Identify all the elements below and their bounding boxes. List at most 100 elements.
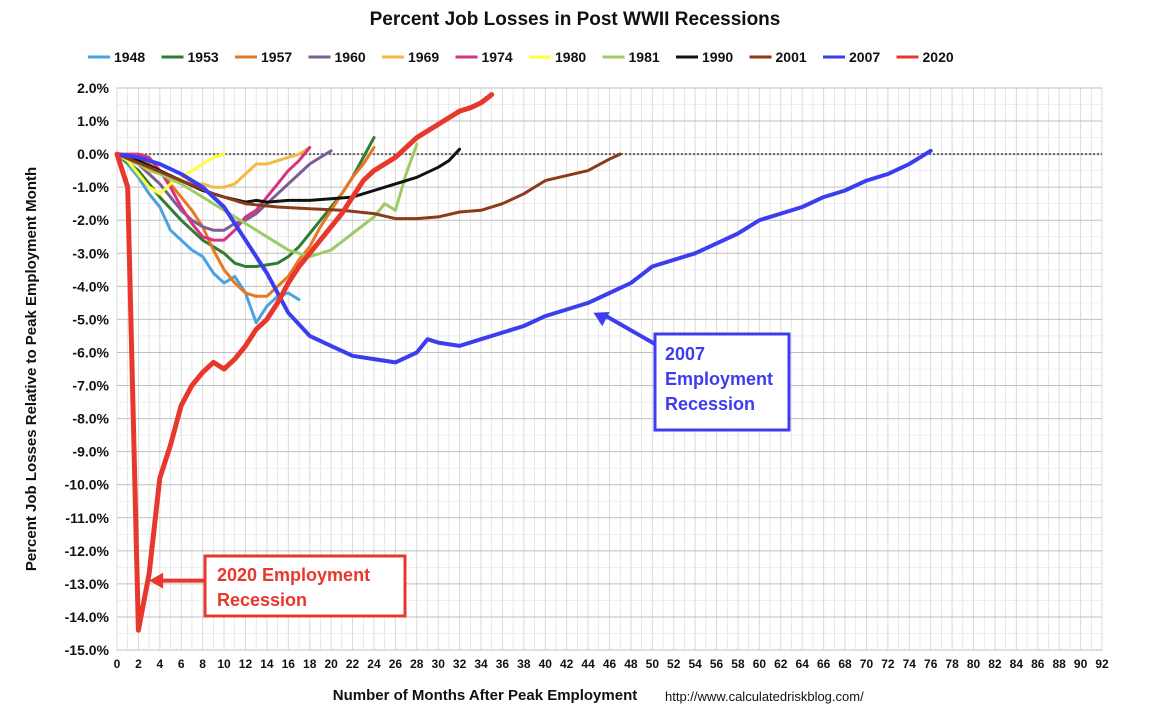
x-tick-label: 24: [367, 657, 381, 671]
x-tick-label: 92: [1095, 657, 1109, 671]
x-tick-label: 18: [303, 657, 317, 671]
legend-label-1953: 1953: [188, 49, 219, 65]
y-tick-label: 2.0%: [77, 80, 109, 96]
series-line-1960: [115, 149, 333, 232]
x-tick-label: 44: [581, 657, 595, 671]
x-tick-label: 46: [603, 657, 617, 671]
annotations: 2020 Employment Recession 2007 Employment Re…: [149, 311, 791, 618]
x-tick-label: 12: [239, 657, 253, 671]
legend-label-2001: 2001: [776, 49, 807, 65]
series-line-2007: [115, 148, 933, 365]
grid: [116, 87, 1103, 651]
series-line-1981: [115, 142, 419, 259]
series-line-1974: [115, 146, 312, 242]
x-tick-label: 86: [1031, 657, 1045, 671]
x-tick-label: 80: [967, 657, 981, 671]
series-lines: [114, 92, 933, 633]
y-tick-label: -4.0%: [72, 278, 109, 294]
x-tick-label: 48: [624, 657, 638, 671]
x-tick-label: 6: [178, 657, 185, 671]
y-tick-label: -5.0%: [72, 311, 109, 327]
legend-label-1981: 1981: [629, 49, 660, 65]
series-line-2020: [114, 92, 495, 633]
annotation-text-2020: 2020 Employment: [217, 565, 370, 585]
x-tick-label: 82: [988, 657, 1002, 671]
x-tick-label: 22: [346, 657, 360, 671]
x-tick-label: 88: [1052, 657, 1066, 671]
x-tick-label: 14: [260, 657, 274, 671]
y-tick-label: -13.0%: [65, 576, 110, 592]
x-tick-label: 76: [924, 657, 938, 671]
x-ticks: 0 2 4 6 8 10 12 14 16 18 20 22 24 26 28 30 32 34 36 38 40 42 4…: [114, 657, 1109, 671]
legend-label-1990: 1990: [702, 49, 733, 65]
x-tick-label: 70: [860, 657, 874, 671]
x-tick-label: 60: [753, 657, 767, 671]
x-tick-label: 32: [453, 657, 467, 671]
y-tick-label: -14.0%: [65, 609, 110, 625]
x-tick-label: 8: [199, 657, 206, 671]
annotation-box-2007: [653, 332, 791, 432]
x-tick-label: 26: [389, 657, 403, 671]
x-tick-label: 54: [688, 657, 702, 671]
annotation-arrow-2007: [604, 314, 656, 346]
annotation-text-2007: 2007: [665, 344, 705, 364]
annotation-arrowhead-2007: [593, 311, 610, 327]
legend-label-1974: 1974: [482, 49, 513, 65]
legend-label-1960: 1960: [335, 49, 366, 65]
y-tick-label: -12.0%: [65, 543, 110, 559]
y-tick-label: -3.0%: [72, 245, 109, 261]
annotation-box-2020: [203, 554, 407, 618]
source-url: http://www.calculatedriskblog.com/: [665, 689, 864, 704]
legend-label-2007: 2007: [849, 49, 880, 65]
legend: 1948 1953 1957 1960 1969 1974 1980 1981 1990 2001…: [88, 49, 954, 65]
series-line-1980: [115, 152, 226, 196]
legend-label-1948: 1948: [114, 49, 145, 65]
legend-label-1969: 1969: [408, 49, 439, 65]
x-tick-label: 40: [539, 657, 553, 671]
y-tick-label: 1.0%: [77, 113, 109, 129]
x-axis-label: Number of Months After Peak Employment: [333, 687, 637, 704]
y-axis-label: Percent Job Losses Relative to Peak Empl…: [23, 167, 40, 571]
annotation-arrowhead-2020: [149, 572, 164, 589]
y-ticks: 2.0% 1.0% 0.0% -1.0% -2.0% -3.0% -4.0% -5.0% -6.…: [65, 80, 110, 658]
x-tick-label: 20: [324, 657, 338, 671]
y-tick-label: 0.0%: [77, 146, 109, 162]
x-tick-label: 72: [881, 657, 895, 671]
y-tick-label: -7.0%: [72, 378, 109, 394]
x-tick-label: 36: [496, 657, 510, 671]
legend-label-1980: 1980: [555, 49, 586, 65]
y-tick-label: -6.0%: [72, 344, 109, 360]
y-tick-label: -8.0%: [72, 411, 109, 427]
y-tick-label: -15.0%: [65, 642, 110, 658]
x-tick-label: 66: [817, 657, 831, 671]
y-tick-label: -11.0%: [65, 510, 109, 526]
x-tick-label: 28: [410, 657, 424, 671]
series-line-2001: [115, 152, 622, 221]
x-tick-label: 74: [903, 657, 917, 671]
x-tick-label: 16: [282, 657, 296, 671]
legend-label-1957: 1957: [261, 49, 292, 65]
x-tick-label: 2: [135, 657, 142, 671]
y-tick-label: -1.0%: [72, 179, 109, 195]
x-tick-label: 62: [774, 657, 788, 671]
x-tick-label: 38: [517, 657, 531, 671]
x-tick-label: 42: [560, 657, 574, 671]
x-tick-label: 68: [838, 657, 852, 671]
annotation-text-2007: Recession: [665, 394, 755, 414]
y-tick-label: -2.0%: [72, 212, 109, 228]
x-tick-label: 34: [474, 657, 488, 671]
x-tick-label: 52: [667, 657, 681, 671]
plot-area: 2.0% 1.0% 0.0% -1.0% -2.0% -3.0% -4.0% -5.0% -6.…: [65, 80, 1109, 671]
x-tick-label: 58: [731, 657, 745, 671]
x-tick-label: 50: [646, 657, 660, 671]
legend-label-2020: 2020: [923, 49, 954, 65]
y-tick-label: -9.0%: [72, 444, 109, 460]
x-tick-label: 30: [432, 657, 446, 671]
chart-title: Percent Job Losses in Post WWII Recessio…: [370, 9, 781, 30]
x-tick-label: 0: [114, 657, 121, 671]
x-tick-label: 64: [796, 657, 810, 671]
annotation-text-2020: Recession: [217, 590, 307, 610]
x-tick-label: 4: [156, 657, 163, 671]
x-tick-label: 56: [710, 657, 724, 671]
